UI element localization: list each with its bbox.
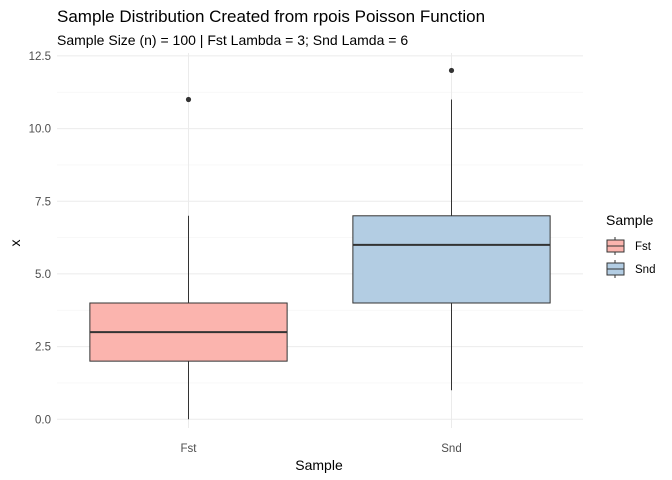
box-fst — [89, 96, 288, 420]
y-tick-label: 5.0 — [35, 269, 51, 281]
legend-title: Sample — [606, 212, 654, 228]
legend-item-fst: Fst — [606, 237, 652, 255]
box-rect — [352, 215, 551, 304]
y-tick-label: 0.0 — [35, 414, 51, 426]
x-axis-title: Sample — [295, 457, 343, 473]
y-tick-label: 12.5 — [29, 51, 51, 63]
y-tick-label: 7.5 — [35, 196, 51, 208]
legend-label: Fst — [635, 241, 652, 253]
x-tick-label: Fst — [181, 443, 198, 455]
box-snd — [352, 67, 551, 391]
y-tick-label: 2.5 — [35, 342, 51, 354]
legend-item-snd: Snd — [606, 260, 655, 278]
chart-subtitle: Sample Size (n) = 100 | Fst Lambda = 3; … — [57, 32, 408, 48]
x-tick-label: Snd — [441, 443, 461, 455]
chart-title: Sample Distribution Created from rpois P… — [57, 7, 485, 26]
outlier-point — [448, 67, 455, 74]
outlier-point — [185, 96, 192, 103]
legend-label: Snd — [635, 264, 655, 276]
x-axis-ticks: Fst Snd — [181, 443, 462, 455]
legend-items: Fst Snd — [606, 237, 655, 278]
y-tick-label: 10.0 — [29, 124, 51, 136]
legend: Sample Fst Snd — [606, 212, 655, 278]
box-series — [89, 67, 551, 420]
y-axis-title: x — [7, 240, 23, 247]
y-axis-ticks: 0.0 2.5 5.0 7.5 10.0 12.5 — [29, 51, 51, 426]
